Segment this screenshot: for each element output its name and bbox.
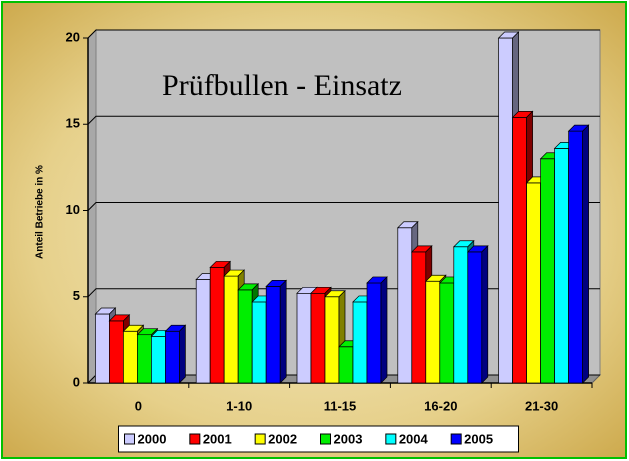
legend-swatch — [385, 433, 397, 445]
y-tick-label: 15 — [66, 116, 80, 131]
bar-front — [352, 301, 368, 384]
bar-front — [195, 279, 211, 384]
y-tick-label: 20 — [66, 29, 80, 44]
bar-front — [425, 280, 441, 384]
bar-side — [582, 124, 589, 384]
bar-front — [411, 251, 427, 384]
x-tick-label: 16-20 — [424, 398, 457, 413]
bar-front — [324, 296, 340, 384]
bar-side — [179, 324, 186, 384]
legend-label: 2001 — [203, 431, 232, 446]
bar-front — [237, 289, 253, 384]
bar-front — [265, 286, 281, 384]
bar-side — [380, 276, 388, 384]
bar — [366, 276, 388, 384]
bar-front — [568, 130, 583, 384]
grid-line — [87, 115, 600, 125]
y-tick-label: 0 — [73, 374, 80, 389]
bar-front — [439, 282, 455, 384]
bar-front — [554, 148, 569, 384]
bar-front — [95, 313, 110, 384]
bar-front — [498, 37, 513, 384]
x-tick-label: 11-15 — [324, 398, 357, 413]
legend-swatch — [254, 433, 266, 445]
bar-front — [165, 330, 180, 384]
bar-front — [209, 267, 225, 384]
legend-swatch — [124, 433, 135, 445]
y-tick-label: 5 — [73, 288, 80, 303]
legend-swatch — [320, 433, 331, 445]
bar-front — [251, 301, 267, 384]
bar-front — [338, 346, 354, 384]
bar-front — [512, 116, 527, 384]
bar-front — [137, 334, 152, 384]
x-tick-label: 0 — [135, 398, 142, 413]
bar-front — [296, 292, 312, 384]
bar-front — [109, 320, 124, 384]
bar-front — [397, 227, 413, 384]
legend-label: 2000 — [138, 431, 167, 446]
legend-swatch — [189, 433, 201, 445]
bar — [466, 245, 489, 384]
bar — [164, 324, 187, 384]
bar-front — [223, 275, 239, 384]
grid-line — [87, 202, 600, 211]
bar — [265, 279, 288, 384]
grid-line — [87, 29, 600, 39]
bar-front — [526, 182, 541, 384]
bar-front — [540, 158, 555, 384]
chart-title: Prüfbullen - Einsatz — [162, 69, 402, 102]
legend-label: 2004 — [399, 431, 429, 446]
legend-label: 2003 — [334, 431, 363, 446]
bar-side — [481, 245, 489, 384]
bar-front — [123, 330, 138, 384]
bar-front — [151, 336, 166, 384]
legend-label: 2005 — [464, 431, 493, 446]
bar — [567, 124, 590, 384]
y-axis-label: Anteil Betriebe in % — [35, 165, 46, 259]
x-tick-label: 21-30 — [525, 398, 558, 413]
y-tick-label: 10 — [66, 202, 80, 217]
bar-front — [453, 246, 469, 384]
x-tick-label: 1-10 — [226, 398, 252, 413]
bar-front — [310, 292, 326, 384]
legend-label: 2002 — [268, 431, 297, 446]
bar-front — [366, 282, 382, 384]
bar-side — [279, 279, 287, 384]
legend-swatch — [450, 433, 462, 445]
bar-front — [467, 251, 483, 384]
